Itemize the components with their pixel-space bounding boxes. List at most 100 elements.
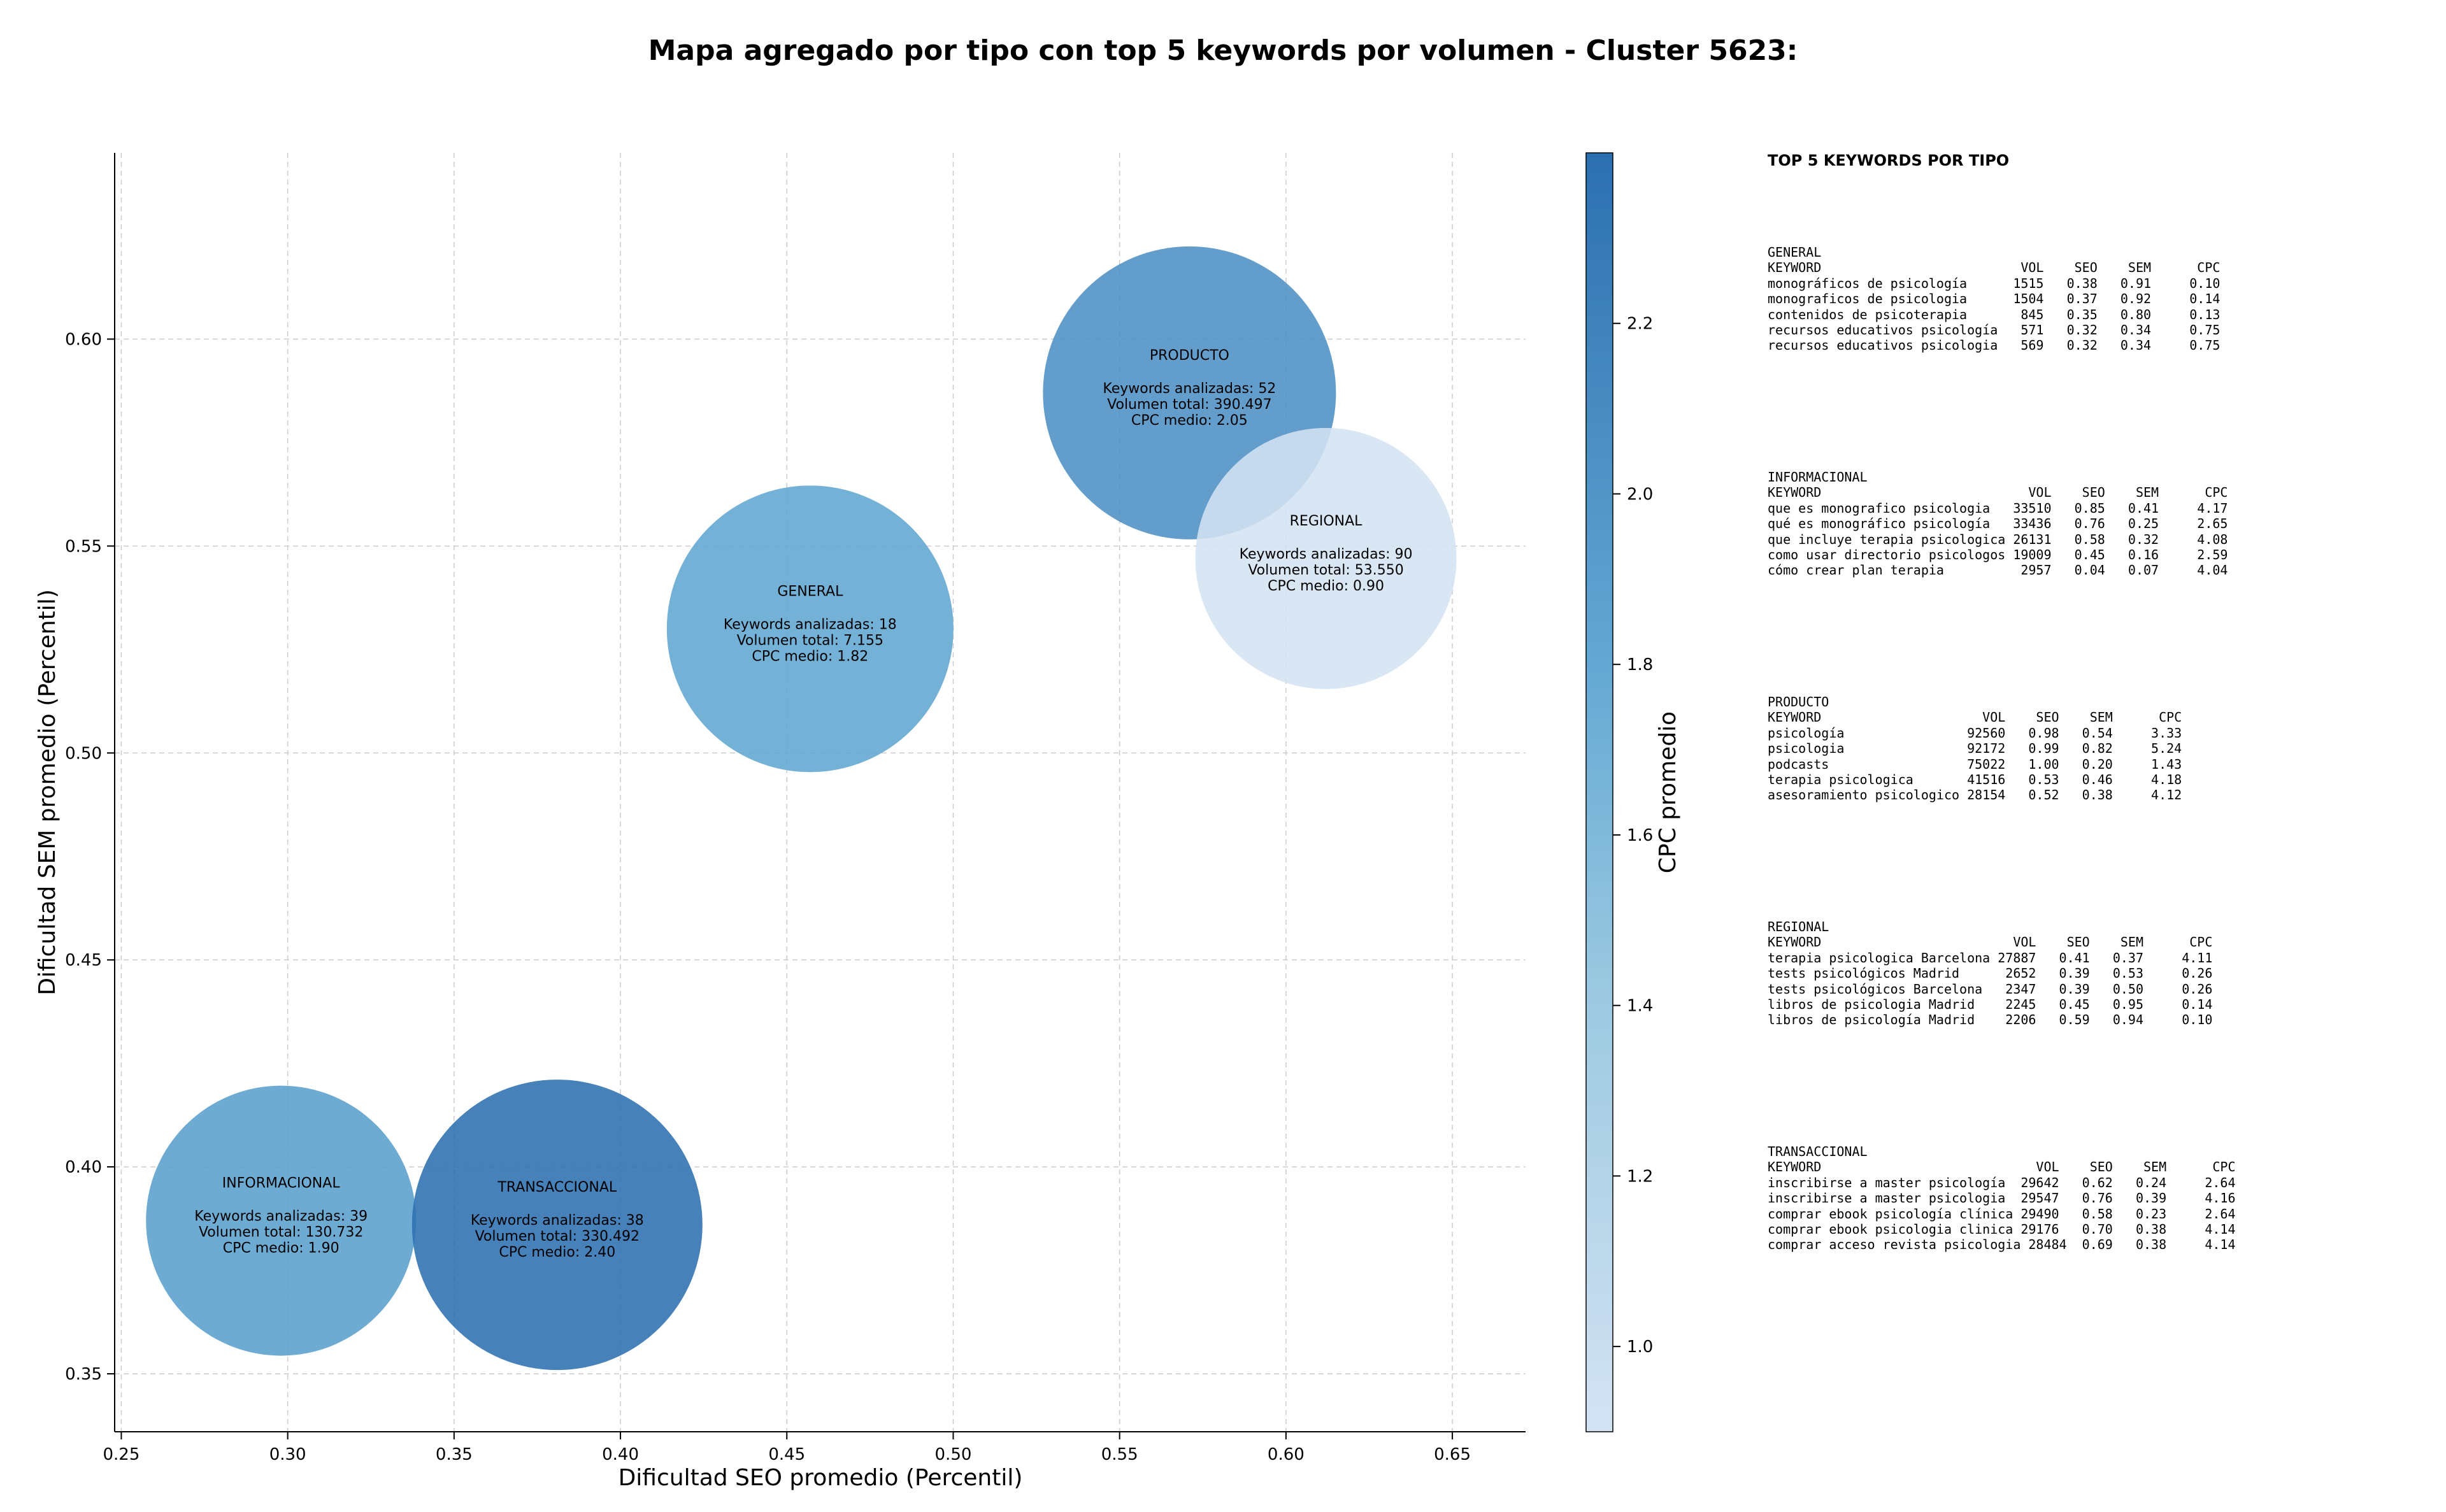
colorbar-tick-label: 1.0: [1627, 1337, 1653, 1357]
keyword-block-title: GENERAL: [1768, 245, 1822, 260]
x-tick-label: 0.40: [602, 1445, 639, 1464]
keyword-table-header: KEYWORD VOL SEO SEM CPC: [1768, 934, 2213, 950]
bubble-stat: Volumen total: 130.732: [199, 1225, 363, 1241]
bubble-stat: Keywords analizadas: 90: [1240, 546, 1413, 562]
x-tick-label: 0.25: [103, 1445, 140, 1464]
y-ticks: 0.35 0.40 0.45 0.50 0.55 0.60: [65, 330, 115, 1384]
y-tick-label: 0.35: [65, 1365, 102, 1384]
keyword-row: comprar ebook psicología clínica 29490 0…: [1768, 1206, 2236, 1222]
x-axis-label: Dificultad SEO promedio (Percentil): [619, 1465, 1023, 1491]
keyword-table-header: KEYWORD VOL SEO SEM CPC: [1768, 260, 2221, 276]
keyword-row: recursos educativos psicologia 569 0.32 …: [1768, 338, 2221, 353]
bubble-transaccional: TRANSACCIONAL Keywords analizadas: 38Volu…: [411, 1080, 703, 1371]
bubble-circle: [666, 485, 954, 773]
x-tick-label: 0.60: [1268, 1445, 1305, 1464]
keyword-row: como usar directorio psicologos 19009 0.…: [1768, 547, 2228, 563]
bubble-stat: Keywords analizadas: 18: [724, 617, 897, 632]
keyword-row: inscribirse a master psicología 29642 0.…: [1768, 1174, 2236, 1190]
y-tick-label: 0.40: [65, 1158, 102, 1177]
keyword-table-header: KEYWORD VOL SEO SEM CPC: [1768, 1159, 2236, 1175]
bubble-stat: Keywords analizadas: 52: [1103, 381, 1276, 397]
colorbar-tick-label: 1.4: [1627, 997, 1653, 1016]
bubble-stat: Volumen total: 330.492: [475, 1229, 640, 1245]
keyword-row: recursos educativos psicología 571 0.32 …: [1768, 322, 2221, 338]
bubble-stat: CPC medio: 2.05: [1131, 413, 1248, 429]
colorbar-gradient: [1585, 152, 1613, 1432]
keyword-row: libros de psicologia Madrid 2245 0.45 0.…: [1768, 997, 2213, 1013]
keyword-row: psicología 92560 0.98 0.54 3.33: [1768, 725, 2182, 741]
keyword-table-header: KEYWORD VOL SEO SEM CPC: [1768, 485, 2228, 501]
bubble-stat: Keywords analizadas: 39: [194, 1209, 368, 1225]
bubble-circle: [146, 1085, 417, 1356]
keyword-row: comprar acceso revista psicologia 28484 …: [1768, 1237, 2236, 1253]
keyword-row: monograficos de psicologia 1504 0.37 0.9…: [1768, 291, 2221, 307]
keyword-block-title: TRANSACCIONAL: [1768, 1144, 1868, 1159]
y-axis-label: Dificultad SEM promedio (Percentil): [34, 589, 61, 995]
panel-heading: TOP 5 KEYWORDS POR TIPO: [1768, 152, 2010, 169]
colorbar-tick-label: 1.8: [1627, 655, 1653, 674]
x-tick-label: 0.55: [1101, 1445, 1138, 1464]
colorbar-ticks: 1.0 1.2 1.4 1.6 1.8 2.0 2.2: [1613, 315, 1653, 1357]
keyword-row: asesoramiento psicologico 28154 0.52 0.3…: [1768, 787, 2182, 803]
x-tick-label: 0.35: [436, 1445, 473, 1464]
bubble-stat: Volumen total: 7.155: [737, 632, 883, 648]
x-tick-label: 0.45: [768, 1445, 805, 1464]
keyword-row: comprar ebook psicologia clinica 29176 0…: [1768, 1222, 2236, 1237]
bubble-title: REGIONAL: [1290, 513, 1363, 529]
keyword-table-header: KEYWORD VOL SEO SEM CPC: [1768, 710, 2182, 725]
bubble-title: TRANSACCIONAL: [497, 1180, 617, 1195]
x-tick-label: 0.65: [1434, 1445, 1471, 1464]
colorbar-tick-label: 2.2: [1627, 315, 1653, 334]
top-keywords-panel: TOP 5 KEYWORDS POR TIPO GENERAL KEYWORD V…: [1768, 152, 2430, 1369]
bubble-stat: CPC medio: 0.90: [1268, 578, 1384, 594]
axes: [114, 153, 1526, 1432]
keyword-row: tests psicológicos Barcelona 2347 0.39 0…: [1768, 981, 2213, 997]
y-tick-label: 0.50: [65, 744, 102, 763]
keyword-block-title: REGIONAL: [1768, 919, 1829, 934]
keyword-row: monográficos de psicología 1515 0.38 0.9…: [1768, 275, 2221, 291]
keyword-row: qué es monográfico psicología 33436 0.76…: [1768, 516, 2228, 532]
bubble-stat: Volumen total: 53.550: [1248, 562, 1403, 578]
keyword-block: INFORMACIONAL KEYWORD VOL SEO SEM CPC que …: [1768, 469, 2430, 694]
keyword-row: tests psicológicos Madrid 2652 0.39 0.53…: [1768, 966, 2213, 981]
x-tick-label: 0.30: [269, 1445, 306, 1464]
keyword-block: TRANSACCIONAL KEYWORD VOL SEO SEM CPC insc…: [1768, 1144, 2430, 1369]
y-tick-label: 0.55: [65, 537, 102, 556]
bubble-stat: CPC medio: 1.82: [752, 648, 868, 664]
keyword-block: REGIONAL KEYWORD VOL SEO SEM CPC terapia p…: [1768, 919, 2430, 1144]
bubble-title: PRODUCTO: [1150, 348, 1229, 364]
bubble-title: INFORMACIONAL: [222, 1176, 341, 1192]
keyword-row: que es monografico psicologia 33510 0.85…: [1768, 500, 2228, 516]
bubble-title: GENERAL: [777, 583, 843, 599]
bubble-circle: [411, 1080, 703, 1371]
keyword-block-title: INFORMACIONAL: [1768, 469, 1868, 485]
keyword-row: contenidos de psicoterapia 845 0.35 0.80…: [1768, 306, 2221, 322]
y-tick-label: 0.45: [65, 951, 102, 970]
chart-title: Mapa agregado por tipo con top 5 keyword…: [648, 34, 1798, 67]
keyword-row: podcasts 75022 1.00 0.20 1.43: [1768, 756, 2182, 772]
keyword-row: que incluye terapia psicologica 26131 0.…: [1768, 531, 2228, 547]
colorbar-tick-label: 1.6: [1627, 826, 1653, 845]
colorbar: 1.0 1.2 1.4 1.6 1.8 2.0 2.2 CPC promedio: [1585, 152, 1681, 1432]
bubble-circle: [1195, 427, 1457, 689]
bubble-stat: CPC medio: 2.40: [499, 1245, 615, 1260]
bubble-stat: Volumen total: 390.497: [1107, 397, 1271, 413]
colorbar-tick-label: 2.0: [1627, 485, 1653, 504]
keyword-row: psicologia 92172 0.99 0.82 5.24: [1768, 741, 2182, 757]
colorbar-label: CPC promedio: [1655, 711, 1681, 873]
keyword-row: libros de psicología Madrid 2206 0.59 0.…: [1768, 1012, 2213, 1028]
keyword-row: inscribirse a master psicologia 29547 0.…: [1768, 1190, 2236, 1206]
x-tick-label: 0.50: [935, 1445, 972, 1464]
y-tick-label: 0.60: [65, 330, 102, 349]
keyword-row: terapia psicologica Barcelona 27887 0.41…: [1768, 950, 2213, 966]
keyword-row: cómo crear plan terapia 2957 0.04 0.07 4…: [1768, 562, 2228, 578]
bubble-stat: Keywords analizadas: 38: [471, 1213, 644, 1229]
bubble-informacional: INFORMACIONAL Keywords analizadas: 39Volu…: [146, 1085, 417, 1356]
colorbar-tick-label: 1.2: [1627, 1167, 1653, 1186]
keyword-block: PRODUCTO KEYWORD VOL SEO SEM CPC psicologí…: [1768, 694, 2430, 919]
keyword-row: terapia psicologica 41516 0.53 0.46 4.18: [1768, 772, 2182, 788]
